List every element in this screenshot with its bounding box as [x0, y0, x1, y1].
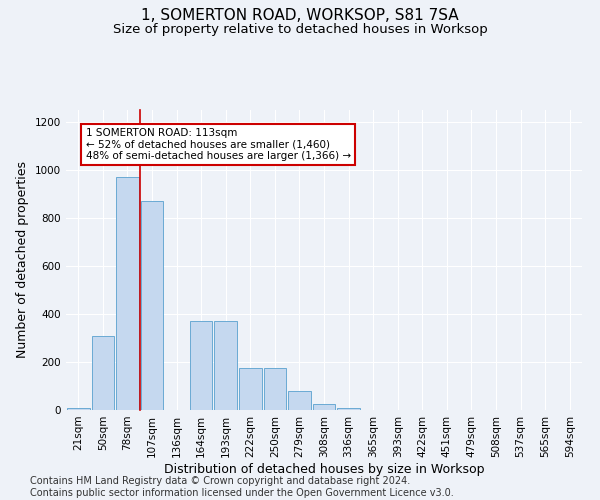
Bar [67, 408, 89, 410]
Bar [190, 321, 212, 410]
Bar [140, 201, 163, 410]
Text: Size of property relative to detached houses in Worksop: Size of property relative to detached ho… [113, 22, 487, 36]
Bar [214, 321, 237, 410]
Bar [263, 368, 286, 410]
Bar [92, 336, 114, 410]
Bar [337, 408, 360, 410]
Text: 1 SOMERTON ROAD: 113sqm
← 52% of detached houses are smaller (1,460)
48% of semi: 1 SOMERTON ROAD: 113sqm ← 52% of detache… [86, 128, 351, 161]
Y-axis label: Number of detached properties: Number of detached properties [16, 162, 29, 358]
Bar [116, 177, 139, 410]
Bar [288, 391, 311, 410]
X-axis label: Distribution of detached houses by size in Worksop: Distribution of detached houses by size … [164, 462, 484, 475]
Bar [313, 404, 335, 410]
Bar [239, 368, 262, 410]
Text: 1, SOMERTON ROAD, WORKSOP, S81 7SA: 1, SOMERTON ROAD, WORKSOP, S81 7SA [141, 8, 459, 22]
Text: Contains HM Land Registry data © Crown copyright and database right 2024.
Contai: Contains HM Land Registry data © Crown c… [30, 476, 454, 498]
